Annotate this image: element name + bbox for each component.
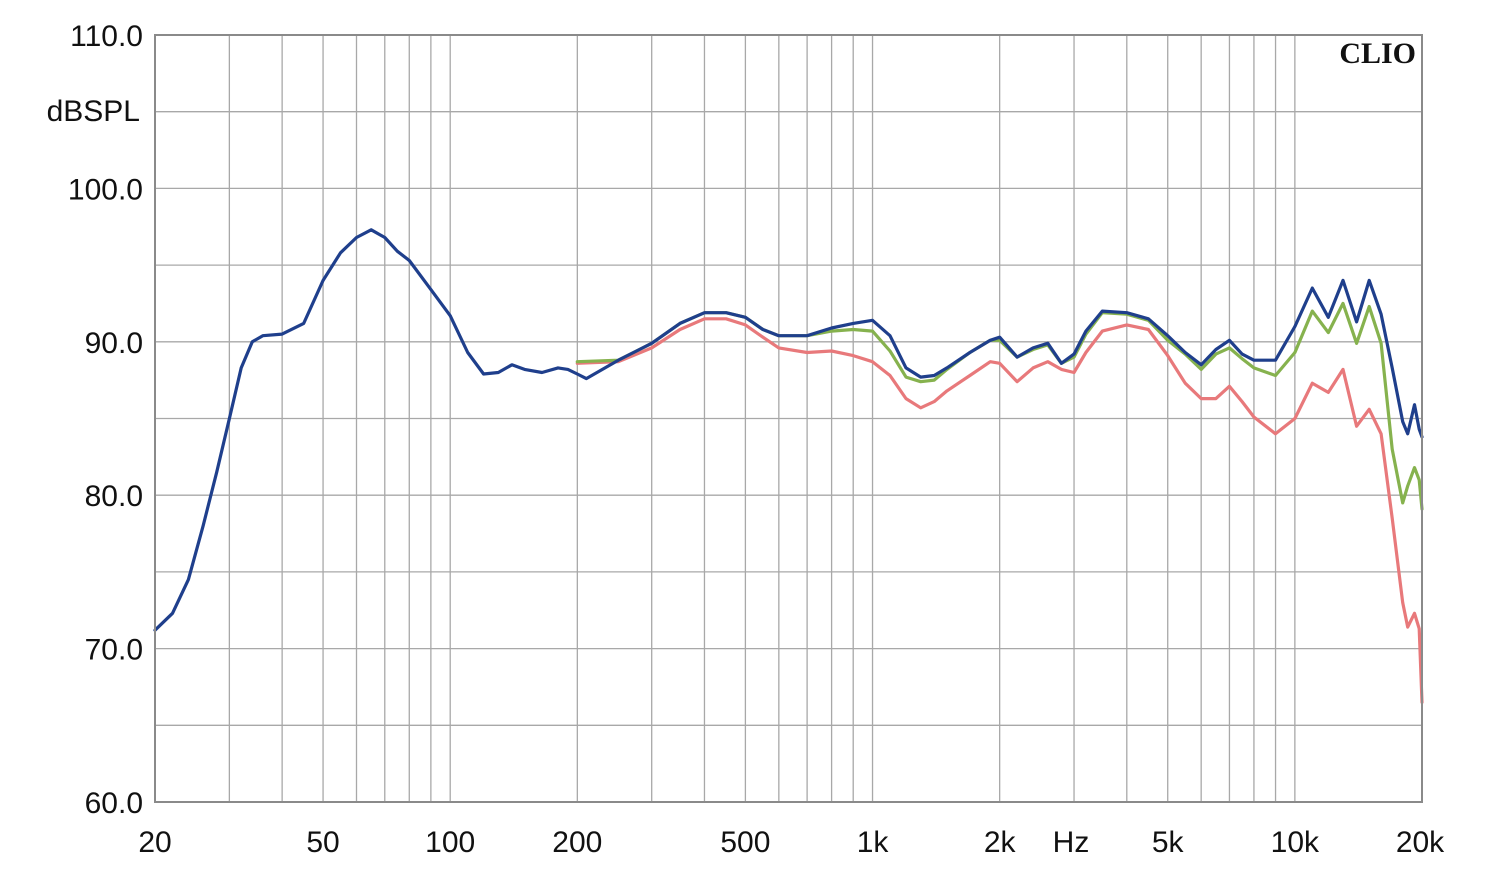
- y-tick-label: 70.0: [85, 634, 143, 667]
- y-axis-label: dBSPL: [47, 95, 140, 128]
- y-tick-label: 100.0: [68, 173, 143, 206]
- series-line-1: [575, 317, 1424, 704]
- x-tick-label: 50: [306, 826, 339, 859]
- plot-frame: [154, 34, 1423, 803]
- x-tick-labels: 20 50 100 200 500 1k 2k 5k 10k 20k: [138, 826, 1445, 859]
- x-tick-label: 10k: [1271, 826, 1320, 859]
- x-tick-label: 200: [552, 826, 602, 859]
- series-lines: [153, 228, 1424, 704]
- x-tick-label: 20: [138, 826, 171, 859]
- x-tick-label: 100: [425, 826, 475, 859]
- x-tick-label: 20k: [1396, 826, 1445, 859]
- series-line-3: [153, 228, 1424, 632]
- y-tick-label: 90.0: [85, 327, 143, 360]
- x-tick-label: 2k: [984, 826, 1017, 859]
- x-tick-label: 1k: [857, 826, 890, 859]
- y-tick-label: 80.0: [85, 480, 143, 513]
- x-tick-label: 500: [720, 826, 770, 859]
- x-axis-unit-label: Hz: [1053, 826, 1090, 859]
- x-tick-label: 5k: [1152, 826, 1185, 859]
- grid: [155, 35, 1422, 802]
- y-tick-labels: 110.0 100.0 90.0 80.0 70.0 60.0: [68, 20, 143, 820]
- y-tick-label: 110.0: [70, 20, 143, 53]
- clio-brand-label: CLIO: [1339, 37, 1416, 70]
- y-tick-label: 60.0: [85, 787, 143, 820]
